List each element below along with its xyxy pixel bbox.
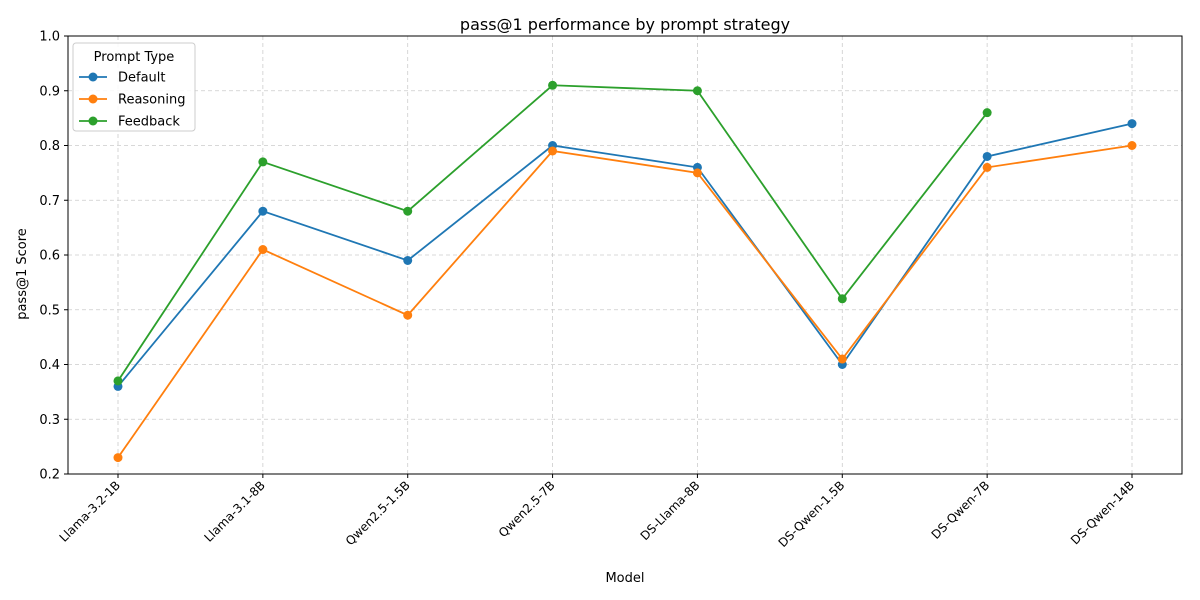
y-tick-label: 0.4	[39, 358, 60, 373]
chart-title: pass@1 performance by prompt strategy	[460, 15, 790, 34]
x-tick-label: DS-Qwen-1.5B	[776, 478, 848, 550]
x-tick-label: Llama-3.1-8B	[201, 478, 267, 544]
data-point	[403, 255, 413, 265]
y-tick-label: 0.8	[39, 139, 60, 154]
legend-item-default: Default	[79, 71, 166, 86]
x-tick-label: Qwen2.5-1.5B	[343, 478, 413, 548]
data-point	[113, 376, 123, 386]
data-point	[258, 245, 268, 255]
x-axis-label: Model	[605, 571, 644, 586]
data-point	[258, 157, 268, 167]
y-tick-label: 1.0	[39, 30, 60, 45]
data-point	[692, 168, 702, 178]
data-point	[113, 453, 123, 463]
data-point	[403, 310, 413, 320]
series-feedback	[113, 80, 992, 386]
series-line	[117, 122, 1133, 387]
x-tick-label: Qwen2.5-7B	[496, 478, 558, 540]
data-point	[548, 80, 558, 90]
y-axis-label: pass@1 Score	[15, 228, 30, 320]
x-tick-label: Llama-3.2-1B	[57, 478, 123, 544]
data-point	[837, 294, 847, 304]
axes: 0.2 0.3 0.4 0.5 0.6 0.7 0.8 0.9 1.0 Llama-3.2-1B L…	[39, 30, 1137, 551]
data-point	[982, 162, 992, 172]
grid	[68, 35, 1182, 475]
x-tick-label: DS-Qwen-14B	[1068, 478, 1137, 547]
y-tick-label: 0.6	[39, 249, 60, 264]
y-tick-label: 0.2	[39, 468, 60, 483]
data-point	[692, 86, 702, 96]
legend-box	[72, 42, 196, 132]
legend-label: Reasoning	[118, 93, 185, 108]
legend-label: Default	[118, 71, 166, 86]
legend: Prompt Type Default Reasoning Feedback	[72, 42, 196, 132]
x-tick-label: DS-Qwen-7B	[929, 478, 993, 542]
legend-swatch-marker	[88, 72, 98, 82]
legend-swatch-marker	[88, 94, 98, 104]
data-point	[982, 151, 992, 161]
legend-swatch-marker	[88, 116, 98, 126]
legend-item-feedback: Feedback	[79, 115, 180, 130]
y-tick-label: 0.3	[39, 413, 60, 428]
y-tick-label: 0.5	[39, 303, 60, 318]
data-point	[982, 108, 992, 118]
legend-label: Feedback	[118, 115, 180, 130]
legend-item-reasoning: Reasoning	[79, 93, 185, 108]
data-point	[837, 354, 847, 364]
data-point	[1127, 119, 1137, 129]
series-line	[117, 144, 1133, 459]
series-layer	[113, 80, 1137, 463]
data-point	[403, 206, 413, 216]
data-point	[1127, 141, 1137, 150]
x-tick-label: DS-Llama-8B	[638, 478, 703, 543]
data-point	[258, 206, 268, 216]
series-reasoning	[113, 141, 1137, 463]
y-tick-label: 0.9	[39, 84, 60, 99]
data-point	[548, 146, 558, 156]
legend-title: Prompt Type	[94, 50, 175, 65]
y-tick-label: 0.7	[39, 194, 60, 209]
